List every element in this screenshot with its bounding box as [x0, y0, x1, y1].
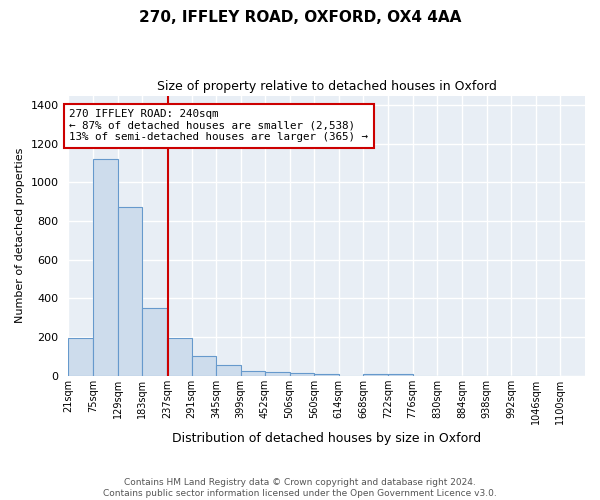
Y-axis label: Number of detached properties: Number of detached properties: [15, 148, 25, 324]
Bar: [167, 338, 191, 376]
Bar: [93, 160, 118, 376]
Bar: [142, 308, 167, 376]
Title: Size of property relative to detached houses in Oxford: Size of property relative to detached ho…: [157, 80, 497, 93]
Text: 270 IFFLEY ROAD: 240sqm
← 87% of detached houses are smaller (2,538)
13% of semi: 270 IFFLEY ROAD: 240sqm ← 87% of detache…: [70, 109, 368, 142]
Bar: [68, 338, 93, 376]
Bar: [388, 374, 413, 376]
Bar: [364, 374, 388, 376]
Bar: [216, 365, 241, 376]
Text: Contains HM Land Registry data © Crown copyright and database right 2024.
Contai: Contains HM Land Registry data © Crown c…: [103, 478, 497, 498]
Text: 270, IFFLEY ROAD, OXFORD, OX4 4AA: 270, IFFLEY ROAD, OXFORD, OX4 4AA: [139, 10, 461, 25]
Bar: [118, 206, 142, 376]
X-axis label: Distribution of detached houses by size in Oxford: Distribution of detached houses by size …: [172, 432, 481, 445]
Bar: [314, 374, 339, 376]
Bar: [191, 356, 216, 376]
Bar: [241, 371, 265, 376]
Bar: [290, 372, 314, 376]
Bar: [265, 372, 290, 376]
